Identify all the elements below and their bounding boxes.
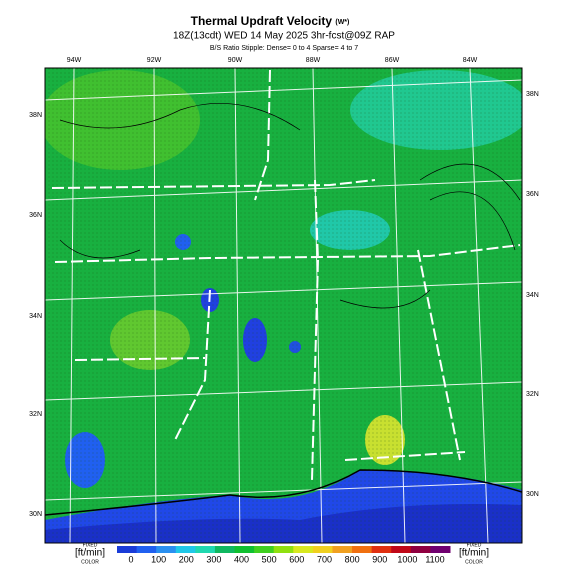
colorbar-label: 700 bbox=[317, 554, 332, 564]
subtitle: 18Z(13cdt) WED 14 May 2025 3hr-fcst@09Z … bbox=[173, 31, 395, 42]
longitude-label: 90W bbox=[228, 57, 243, 64]
colorbar-swatch bbox=[254, 546, 275, 553]
colorbar-unit: [ft/min] bbox=[75, 548, 105, 559]
map-frame bbox=[44, 67, 523, 544]
title: Thermal Updraft Velocity (W*) bbox=[191, 14, 350, 28]
colorbar-swatch bbox=[410, 546, 431, 553]
latitude-label: 34N bbox=[526, 292, 539, 299]
colorbar-label: 200 bbox=[179, 554, 194, 564]
colorbar-swatch bbox=[273, 546, 294, 553]
colorbar-swatch bbox=[391, 546, 412, 553]
colorbar-swatch bbox=[117, 546, 138, 553]
colorbar-label: 800 bbox=[345, 554, 360, 564]
colorbar-label: 1100 bbox=[425, 554, 444, 564]
colorbar-unit: COLOR bbox=[81, 559, 99, 565]
map-field bbox=[45, 68, 522, 543]
longitude-label: 92W bbox=[147, 57, 162, 64]
title-unit: (W*) bbox=[335, 19, 349, 26]
colorbar-swatch bbox=[195, 546, 216, 553]
colorbar-swatch bbox=[293, 546, 314, 553]
colorbar-label: 600 bbox=[289, 554, 304, 564]
colorbar-swatch bbox=[430, 546, 451, 553]
latitude-label: 34N bbox=[29, 313, 42, 320]
longitude-label: 86W bbox=[385, 57, 400, 64]
latitude-label: 38N bbox=[526, 91, 539, 98]
colorbar-swatch bbox=[136, 546, 157, 553]
latitude-label: 38N bbox=[29, 112, 42, 119]
longitude-label: 88W bbox=[306, 57, 321, 64]
colorbar-swatch bbox=[234, 546, 255, 553]
colorbar-unit: FIXED bbox=[83, 542, 98, 548]
colorbar-unit: [ft/min] bbox=[459, 548, 489, 559]
latitude-label: 30N bbox=[29, 511, 42, 518]
colorbar-swatch bbox=[312, 546, 333, 553]
colorbar-label: 1000 bbox=[397, 554, 417, 564]
colorbar-swatch bbox=[156, 546, 177, 553]
latitude-label: 32N bbox=[29, 411, 42, 418]
colorbar-label: 300 bbox=[206, 554, 221, 564]
colorbar-label: 400 bbox=[234, 554, 249, 564]
colorbar-unit: COLOR bbox=[465, 559, 483, 565]
latitude-label: 30N bbox=[526, 491, 539, 498]
longitude-label: 94W bbox=[67, 57, 82, 64]
title-text: Thermal Updraft Velocity bbox=[191, 14, 333, 28]
colorbar-unit: FIXED bbox=[467, 542, 482, 548]
colorbar-swatch bbox=[332, 546, 353, 553]
stipple-note: B/S Ratio Stipple: Dense= 0 to 4 Sparse=… bbox=[210, 45, 358, 52]
colorbar-label: 500 bbox=[262, 554, 277, 564]
colorbar-swatch bbox=[371, 546, 392, 553]
latitude-label: 32N bbox=[526, 391, 539, 398]
latitude-label: 36N bbox=[29, 212, 42, 219]
colorbar-label: 900 bbox=[372, 554, 387, 564]
colorbar-label: 100 bbox=[151, 554, 166, 564]
colorbar-swatch bbox=[214, 546, 236, 553]
colorbar-swatch bbox=[352, 546, 373, 553]
colorbar-label: 0 bbox=[128, 554, 133, 564]
latitude-label: 36N bbox=[526, 191, 539, 198]
colorbar-swatch bbox=[175, 546, 196, 553]
longitude-label: 84W bbox=[463, 57, 478, 64]
